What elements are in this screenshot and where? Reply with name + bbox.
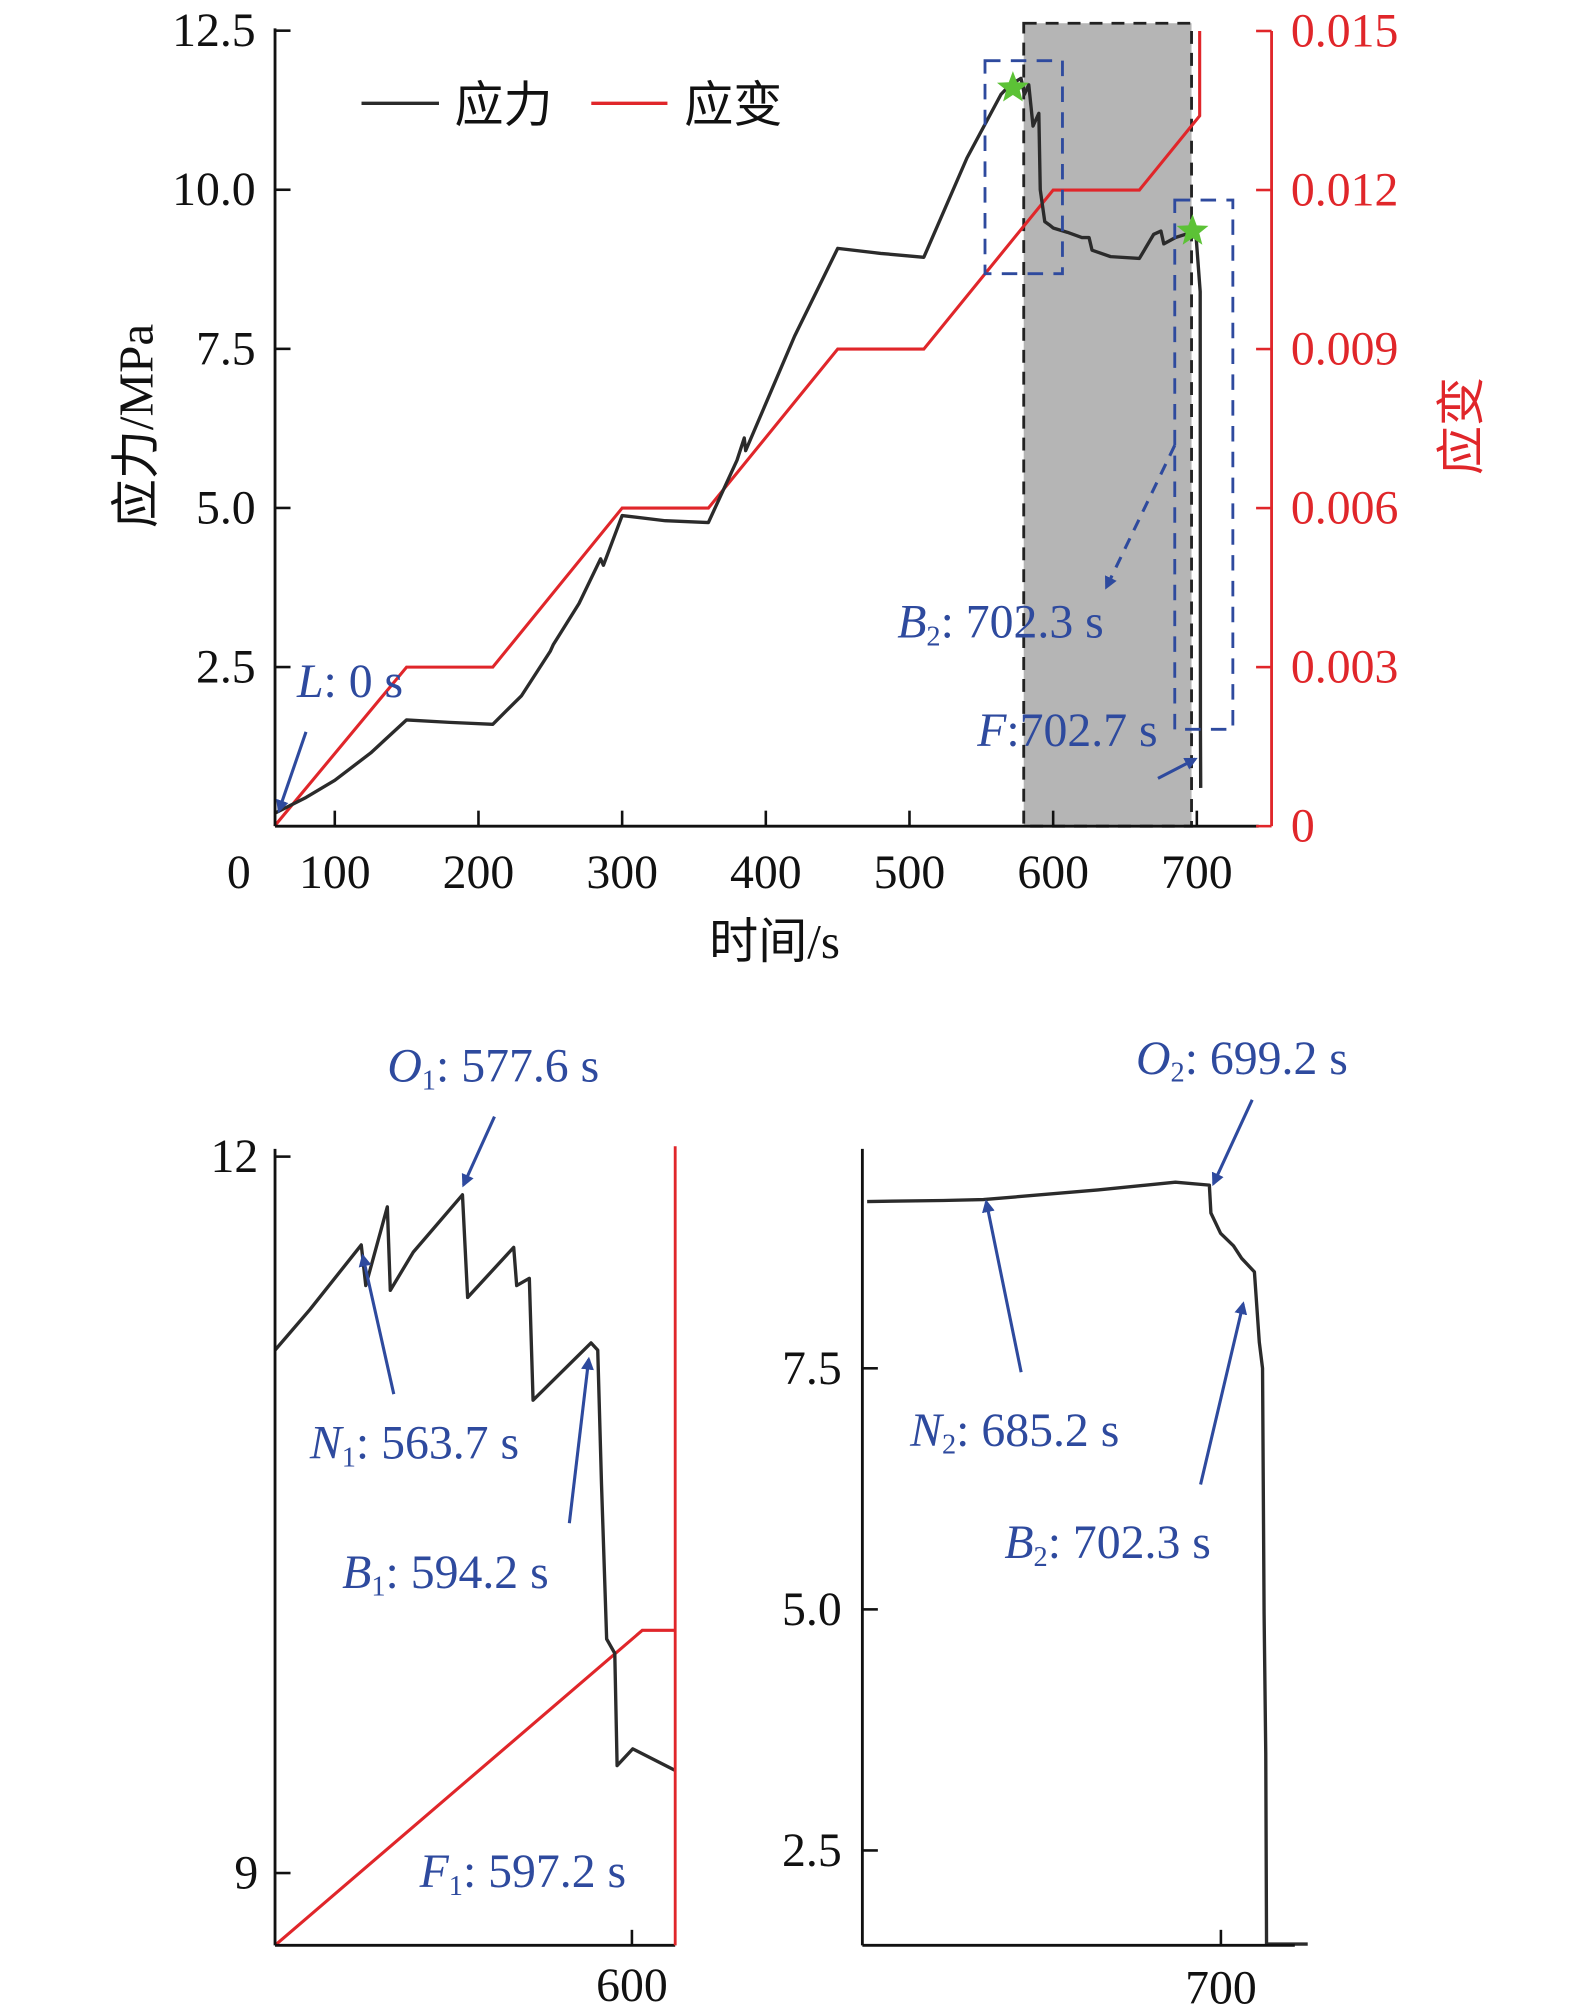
inset1-strain-line [274, 1628, 676, 1947]
inset2-y-tick-label: 7.5 [782, 1342, 842, 1395]
x-tick-label: 600 [1017, 846, 1089, 899]
y2-tick-label: 0.006 [1291, 482, 1398, 535]
stress-series-line [273, 76, 1203, 815]
y2-tick-label: 0 [1291, 800, 1315, 853]
arrow-O1 [461, 1115, 496, 1188]
x-tick-label: 300 [586, 846, 658, 899]
arrow-N2 [982, 1199, 1023, 1373]
legend: 应力 应变 [361, 77, 782, 132]
inset2-y-tick-label: 5.0 [782, 1583, 842, 1636]
arrow-L [276, 731, 308, 814]
legend-stress-label: 应力 [454, 77, 552, 132]
annotation-L: L: 0 s [296, 655, 403, 708]
y-tick-label: 2.5 [196, 641, 256, 694]
arrow-F-main [1157, 757, 1198, 780]
star-marker [997, 71, 1029, 102]
legend-strain-label: 应变 [684, 77, 782, 132]
inset2-ticks: 700 2.5 5.0 7.5 [782, 1342, 1257, 2006]
annotation-B2-main: B2: 702.3 s [897, 596, 1104, 653]
arrow-B2-main [1104, 444, 1177, 590]
x-tick-label: 700 [1161, 846, 1233, 899]
inset1-y-tick-label: 12 [210, 1130, 258, 1183]
main-plot-area [273, 30, 1203, 828]
arrow-B1 [567, 1356, 594, 1524]
y-tick-label: 7.5 [196, 322, 256, 375]
x-tick-label: 400 [730, 846, 802, 899]
inset-chart-1: 600 9 12 O1: 577.6 s N1: 563.7 s B1: 594.2… [210, 1040, 677, 2006]
inset1-ticks: 600 9 12 [210, 1130, 667, 2006]
annotation-O2: O2: 699.2 s [1136, 1032, 1348, 1089]
y2-tick-label: 0.003 [1291, 641, 1398, 694]
arrow-N1 [358, 1253, 396, 1395]
annotation-F1: F1: 597.2 s [419, 1845, 627, 1902]
y-tick-label: 10.0 [172, 163, 256, 216]
annotation-B1: B1: 594.2 s [342, 1546, 549, 1603]
inset1-plot-area [273, 1193, 676, 1947]
strain-series-line [273, 30, 1202, 828]
inset1-x-tick-label: 600 [596, 1959, 668, 2006]
inset2-stress-line [867, 1180, 1308, 1946]
zoom-box-2 [1173, 198, 1235, 731]
x-axis-label: 时间/s [709, 914, 840, 969]
highlight-region [1022, 21, 1193, 828]
arrow-B2-inset [1199, 1301, 1248, 1485]
annotation-N2: N2: 685.2 s [909, 1404, 1119, 1461]
stars [997, 71, 1209, 245]
inset1-y-tick-label: 9 [234, 1847, 258, 1900]
annotation-B2-inset: B2: 702.3 s [1004, 1516, 1211, 1573]
main-ticks: 0 100 200 300 400 500 600 700 2.5 5.0 7.5 10.0 12.5 0… [172, 4, 1398, 899]
y2-tick-label: 0.012 [1291, 164, 1398, 217]
y-tick-label: 5.0 [196, 481, 256, 534]
inset-chart-2: 700 2.5 5.0 7.5 O2: 699.2 s N2: 685.2 s B2:… [782, 1032, 1348, 2006]
inset2-plot-area [867, 1180, 1308, 1946]
annotation-O1: O1: 577.6 s [387, 1040, 599, 1097]
main-chart: 0 100 200 300 400 500 600 700 2.5 5.0 7.5 10.0 12.5 0… [108, 4, 1489, 969]
x-tick-label: 200 [443, 846, 515, 899]
star-marker [1176, 214, 1209, 245]
inset2-y-tick-label: 2.5 [782, 1824, 842, 1877]
annotation-N1: N1: 563.7 s [309, 1417, 519, 1474]
y2-axis-label: 应变 [1434, 377, 1489, 475]
y-axis-label: 应力/MPa [108, 324, 163, 529]
x-tick-label: 0 [227, 846, 251, 899]
arrow-O2 [1211, 1099, 1254, 1187]
inset2-x-tick-label: 700 [1185, 1961, 1257, 2006]
inset1-stress-line [273, 1193, 676, 1772]
zoom-box-1 [983, 59, 1064, 276]
annotation-F-main: F:702.7 s [976, 704, 1157, 757]
y2-tick-label: 0.015 [1291, 4, 1398, 57]
y2-tick-label: 0.009 [1291, 323, 1398, 376]
x-tick-label: 100 [299, 846, 371, 899]
y-tick-label: 12.5 [172, 4, 256, 57]
x-tick-label: 500 [874, 846, 946, 899]
